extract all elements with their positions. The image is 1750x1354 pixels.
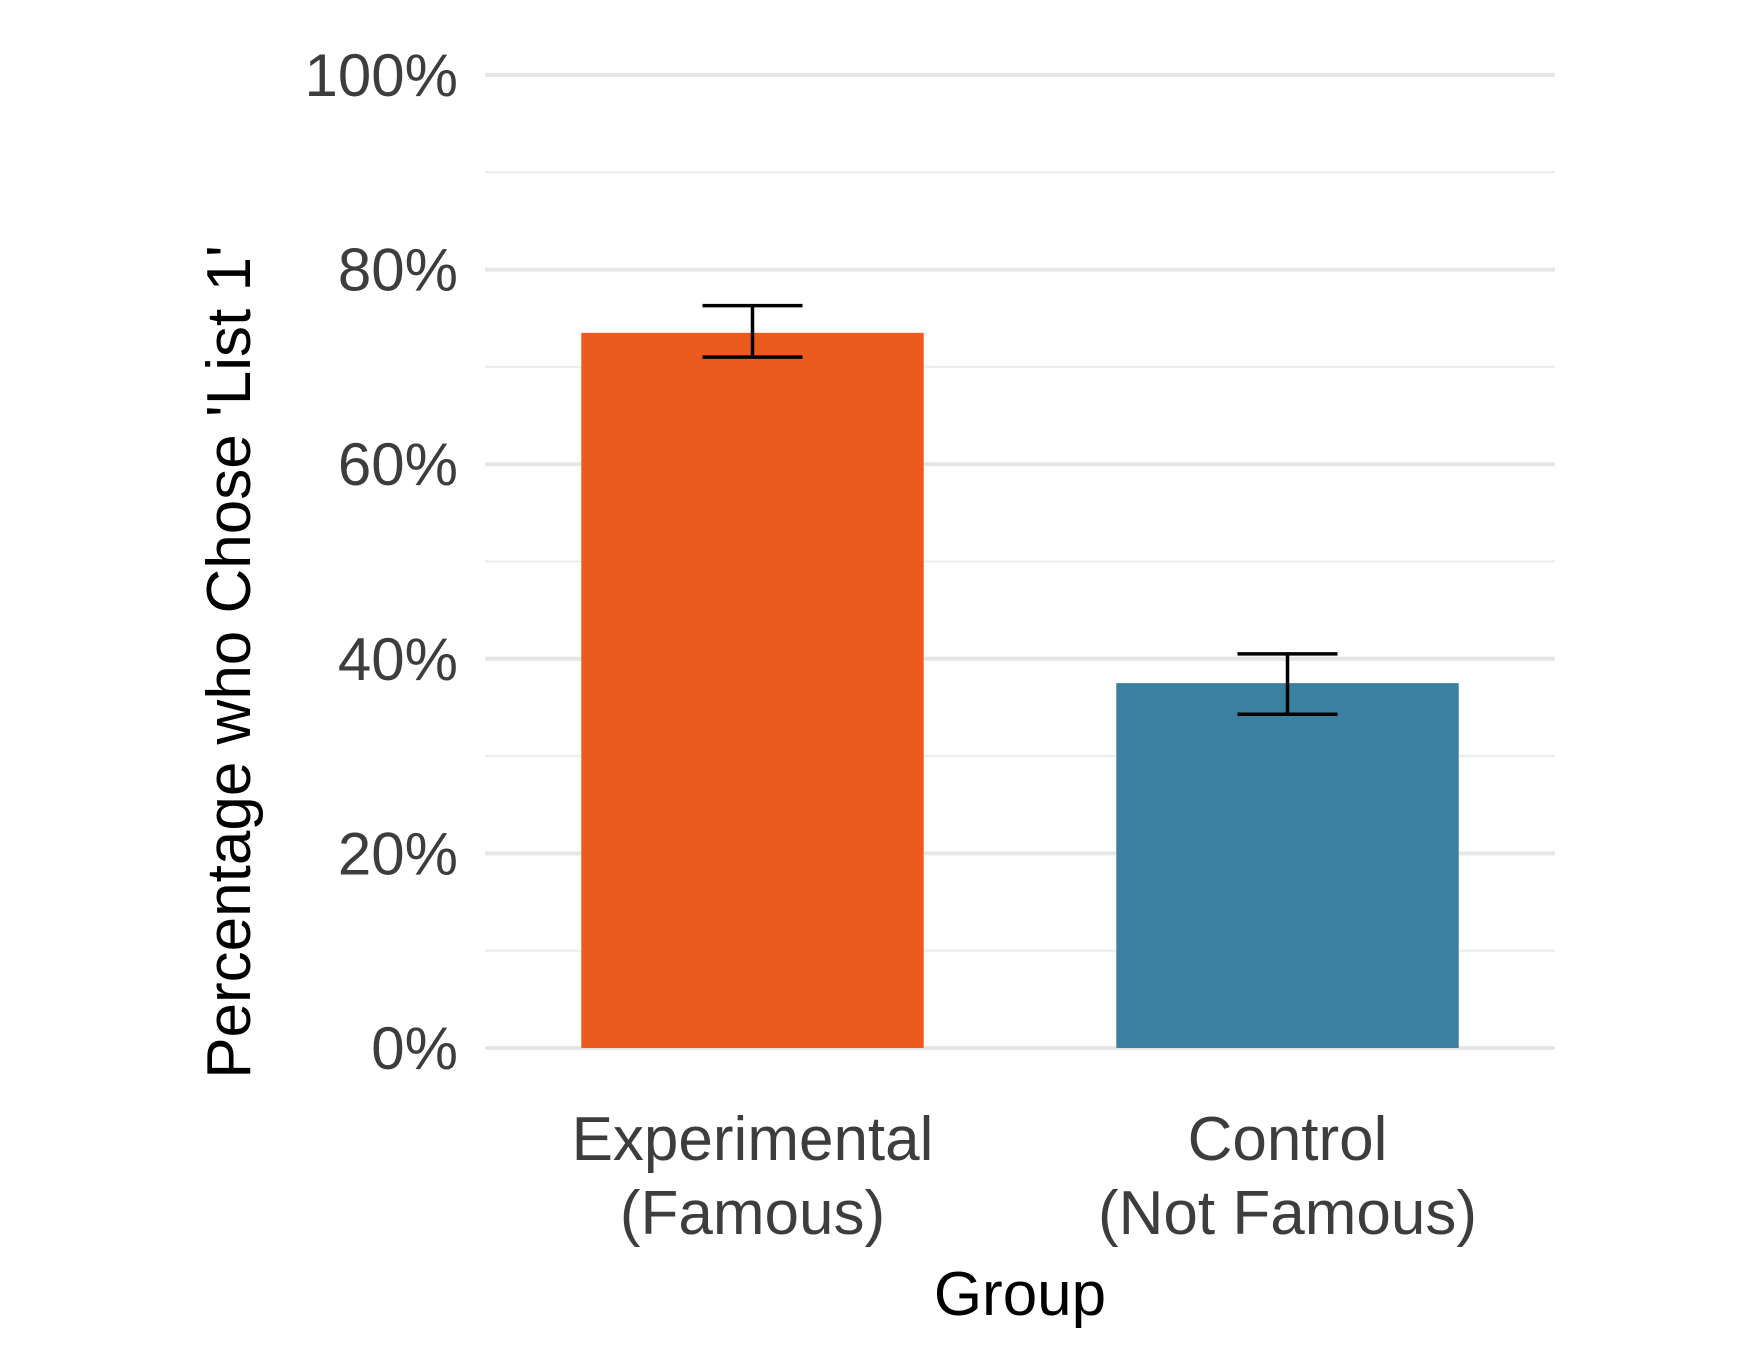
x-axis-title: Group	[934, 1260, 1106, 1329]
error-bars	[702, 303, 1338, 717]
y-tick-label: 0%	[371, 1015, 458, 1082]
y-tick-label: 80%	[338, 237, 458, 304]
y-tick-label: 20%	[338, 820, 458, 887]
x-tick-labels: Experimental(Famous) Control(Not Famous)	[572, 1105, 1477, 1248]
x-tick-label: Control	[1188, 1105, 1388, 1174]
x-tick-label: (Not Famous)	[1098, 1179, 1477, 1248]
bars	[581, 332, 1459, 1049]
y-tick-label: 60%	[338, 431, 458, 498]
y-axis-title: Percentage who Chose 'List 1'	[195, 245, 264, 1079]
y-tick-label: 40%	[338, 626, 458, 693]
bar	[1116, 683, 1459, 1048]
bar	[581, 332, 924, 1049]
y-tick-labels: 0% 20% 40% 60% 80% 100%	[305, 42, 458, 1082]
x-tick-label: (Famous)	[620, 1179, 885, 1248]
x-tick-label: Experimental	[572, 1105, 934, 1174]
y-tick-label: 100%	[305, 42, 458, 109]
